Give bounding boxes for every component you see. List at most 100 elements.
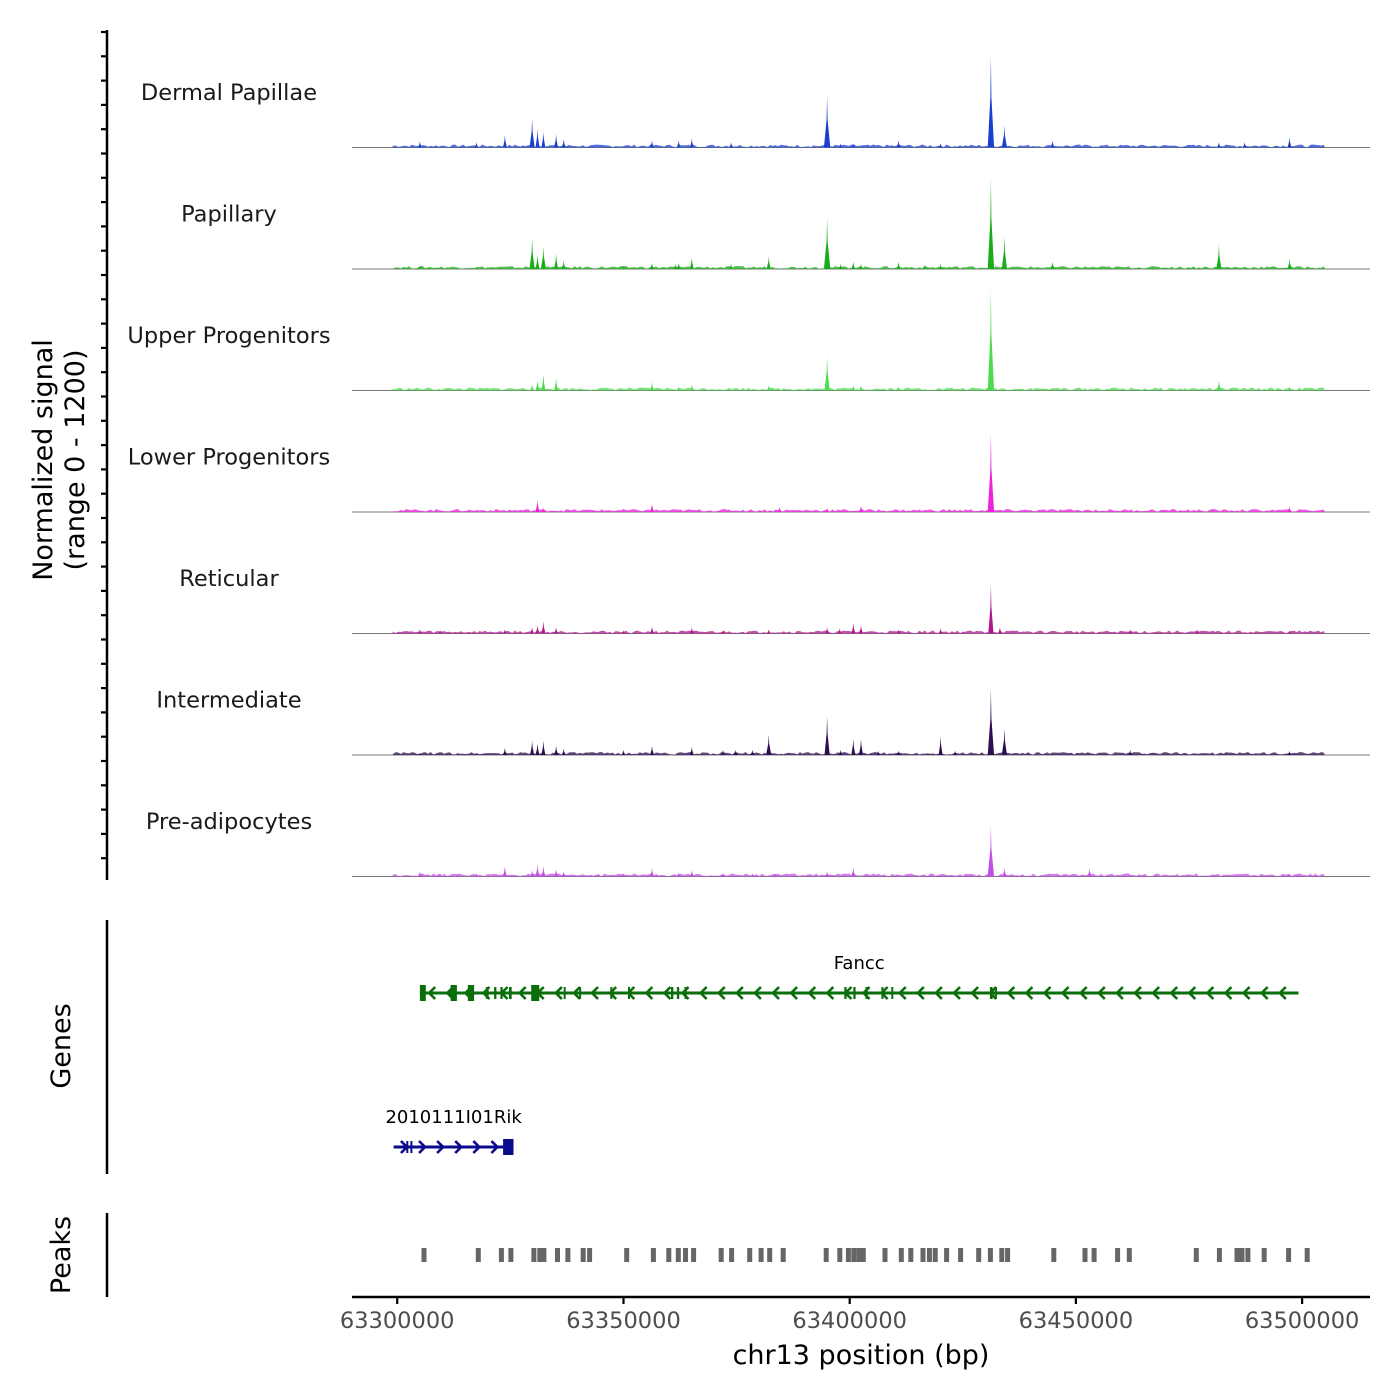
peak-region <box>650 1248 656 1262</box>
exon <box>419 985 426 1001</box>
signal-peak <box>837 628 842 634</box>
signal-peak <box>896 261 901 269</box>
strand-arrow <box>934 986 943 1000</box>
signal-peak <box>650 262 654 269</box>
gene-label: Fancc <box>834 953 885 974</box>
peak-region <box>856 1248 862 1262</box>
signal-peak <box>530 627 535 634</box>
peak-region <box>1234 1248 1240 1262</box>
strand-arrow <box>454 1140 464 1154</box>
signal-peak <box>676 386 681 391</box>
signal-peak <box>541 374 546 391</box>
signal-peak <box>530 870 535 877</box>
strand-arrow <box>789 986 799 1000</box>
peak-region <box>421 1248 427 1262</box>
signal-peak <box>530 384 535 391</box>
signal-peak <box>838 263 843 269</box>
exon <box>563 987 566 999</box>
signal-peak <box>766 256 771 269</box>
x-axis-label: chr13 position (bp) <box>733 1340 990 1371</box>
signal-peak <box>851 261 856 269</box>
signal-peak <box>417 871 422 877</box>
peak-region <box>926 1248 932 1262</box>
strand-arrow <box>662 986 672 1000</box>
signal-peak <box>650 626 654 634</box>
signal-peak <box>733 749 738 755</box>
signal-peak <box>824 356 830 391</box>
signal-peak <box>561 871 566 877</box>
signal-peak <box>561 260 566 269</box>
signal-peak <box>689 627 694 634</box>
strand-arrow <box>1205 986 1215 1000</box>
strand-arrow <box>644 986 654 1000</box>
signal-peak <box>825 627 830 634</box>
peak-region <box>999 1248 1005 1262</box>
exon <box>485 987 489 999</box>
exon <box>410 1141 413 1153</box>
signal-peak <box>938 736 943 755</box>
signal-peak <box>529 238 535 269</box>
signal-peak <box>529 118 535 148</box>
signal-peak <box>987 177 995 269</box>
peak-region <box>718 1248 724 1262</box>
strand-arrow <box>1078 986 1088 1000</box>
strand-arrow <box>590 986 599 1000</box>
signal-peak <box>535 129 540 148</box>
track-label: Reticular <box>179 566 279 592</box>
signal-peak <box>676 872 681 877</box>
track-background-signal <box>392 144 1325 148</box>
peak-region <box>958 1248 964 1262</box>
exon <box>467 985 475 1001</box>
peak-region <box>908 1248 914 1262</box>
peak-region <box>1216 1248 1222 1262</box>
track-background-signal <box>392 266 1325 269</box>
signal-peak <box>502 866 507 877</box>
signal-peak <box>535 864 540 877</box>
signal-peak <box>987 688 995 755</box>
signal-peak <box>750 749 755 755</box>
signal-peak <box>438 873 443 877</box>
signal-peak <box>417 265 422 269</box>
signal-peak <box>750 873 755 877</box>
strand-arrow <box>970 986 980 1000</box>
peak-region <box>666 1248 672 1262</box>
strand-arrow <box>1042 986 1052 1000</box>
strand-arrow <box>952 986 961 1000</box>
peak-region <box>1005 1248 1011 1262</box>
signal-peak <box>838 143 843 148</box>
signal-peak <box>650 868 654 877</box>
strand-arrow <box>698 986 708 1000</box>
signal-peak <box>554 134 559 148</box>
peak-region <box>587 1248 593 1262</box>
signal-peak <box>689 257 694 269</box>
peak-region <box>531 1248 537 1262</box>
signal-peak <box>987 825 995 877</box>
peak-region <box>1245 1248 1251 1262</box>
signal-peak <box>1287 386 1292 391</box>
signal-peak <box>896 750 901 755</box>
track-label: Upper Progenitors <box>127 323 330 349</box>
strand-arrow <box>427 986 437 1000</box>
signal-tracks: Dermal Papillae Papillary Upper Progenitor… <box>127 55 1370 877</box>
signal-peak <box>1287 873 1292 877</box>
peak-region <box>823 1248 829 1262</box>
peak-region <box>758 1248 764 1262</box>
signal-peak <box>689 746 694 755</box>
strand-arrow <box>1223 986 1233 1000</box>
signal-peak <box>438 630 443 634</box>
strand-arrow <box>771 986 780 1000</box>
signal-peak <box>1216 380 1221 391</box>
signal-peak <box>561 139 566 148</box>
track-1: Papillary <box>181 177 1370 270</box>
signal-peak <box>554 627 559 634</box>
signal-peak <box>896 386 901 391</box>
signal-peak <box>596 873 601 877</box>
strand-arrow <box>807 986 817 1000</box>
signal-peak <box>621 749 626 755</box>
track-label: Lower Progenitors <box>128 445 330 471</box>
signal-peak <box>729 142 734 148</box>
strand-arrow <box>517 986 527 1000</box>
peak-region <box>1261 1248 1267 1262</box>
signal-peak <box>554 745 559 755</box>
